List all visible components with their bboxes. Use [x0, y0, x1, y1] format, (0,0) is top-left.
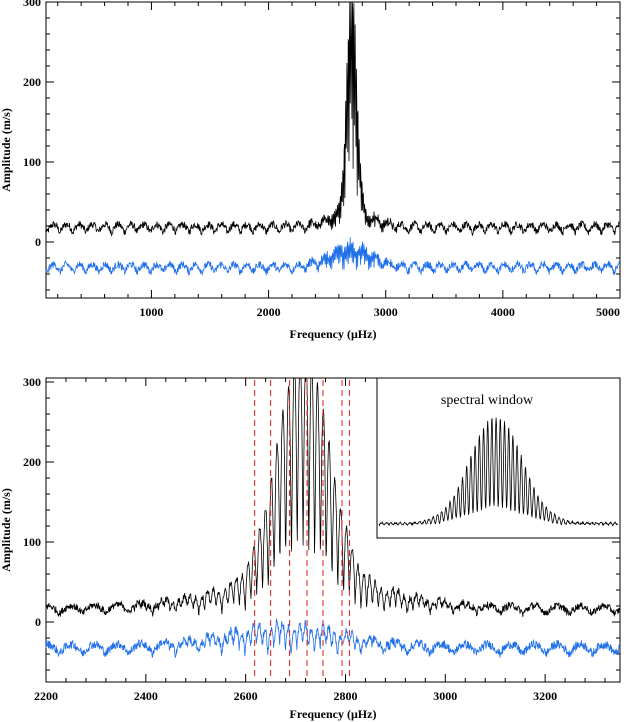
- bottom-y-axis-title: Amplitude (m/s): [0, 488, 13, 572]
- bottom-y-tick-label: 300: [23, 375, 41, 389]
- inset-series-group: [378, 417, 619, 527]
- bottom-series-observed-line: [45, 377, 621, 618]
- top-x-tick-label: 5000: [596, 305, 620, 319]
- mode-marker-lines: [254, 380, 351, 680]
- top-series-group: [45, 1, 621, 276]
- top-y-tick-label: 200: [23, 75, 41, 89]
- bottom-x-tick-label: 3200: [533, 689, 557, 703]
- inset-title: spectral window: [441, 393, 534, 408]
- bottom-x-tick-label: 3000: [433, 689, 457, 703]
- top-y-axis: 0 100 200 300: [23, 0, 620, 291]
- top-panel: 1000 2000 3000 4000 5000 0 100 200 300 Frequenc…: [0, 0, 621, 341]
- top-x-tick-label: 3000: [374, 305, 398, 319]
- inset-window-line: [378, 417, 619, 527]
- top-x-axis: 1000 2000 3000 4000 5000: [57, 2, 621, 319]
- bottom-x-tick-label: 2200: [34, 689, 58, 703]
- top-y-tick-label: 300: [23, 0, 41, 9]
- bottom-y-tick-label: 100: [23, 535, 41, 549]
- bottom-panel: 2200 2400 2600 2800 3000 3200 0 100 200 300 Freq…: [0, 375, 621, 721]
- top-x-tick-label: 1000: [139, 305, 163, 319]
- bottom-x-axis-title: Frequency (μHz): [290, 707, 377, 721]
- top-x-axis-title: Frequency (μHz): [290, 327, 377, 341]
- top-series-residual-line: [45, 237, 621, 276]
- top-y-tick-label: 100: [23, 155, 41, 169]
- bottom-y-tick-label: 200: [23, 455, 41, 469]
- bottom-x-tick-label: 2600: [234, 689, 258, 703]
- top-x-tick-label: 2000: [257, 305, 281, 319]
- bottom-series-residual-line: [45, 618, 621, 659]
- bottom-x-tick-label: 2400: [134, 689, 158, 703]
- inset-frame: [376, 377, 621, 539]
- top-y-axis-title: Amplitude (m/s): [0, 108, 13, 192]
- top-series-observed-line: [45, 1, 621, 237]
- top-y-tick-label: 0: [35, 235, 41, 249]
- inset-panel: spectral window: [376, 377, 621, 539]
- top-plot-frame: [45, 1, 621, 299]
- bottom-x-tick-label: 2800: [333, 689, 357, 703]
- top-x-tick-label: 4000: [491, 305, 515, 319]
- bottom-y-tick-label: 0: [35, 615, 41, 629]
- bottom-series-group: [45, 377, 621, 659]
